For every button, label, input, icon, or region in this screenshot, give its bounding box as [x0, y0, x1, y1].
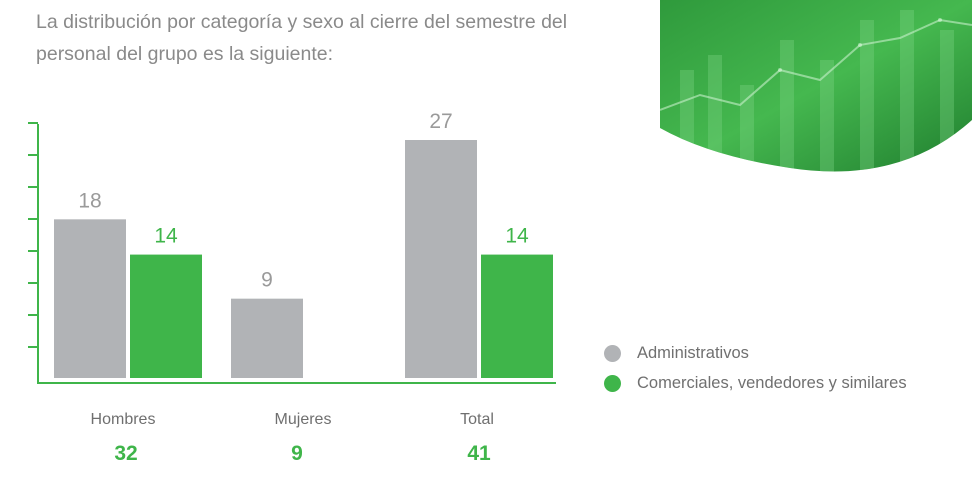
- bar-mujeres-series-0: [231, 298, 303, 378]
- intro-text: La distribución por categoría y sexo al …: [36, 11, 568, 65]
- decorative-photo-banner: [660, 0, 972, 172]
- bar-value-label: 14: [154, 225, 178, 248]
- category-total: 32: [114, 442, 137, 465]
- category-total: 41: [467, 442, 491, 465]
- legend-swatch-comerciales: [604, 374, 621, 392]
- category-total: 9: [291, 442, 303, 465]
- bar-value-label: 18: [78, 189, 101, 212]
- category-label: Hombres: [91, 411, 156, 428]
- bar-value-label: 27: [429, 110, 452, 133]
- bar-value-label: 9: [261, 269, 273, 292]
- bar-hombres-series-0: [54, 219, 126, 378]
- category-label: Mujeres: [275, 411, 332, 428]
- category-label: Total: [460, 411, 494, 428]
- chart-legend: Administrativos Comerciales, vendedores …: [604, 338, 907, 398]
- bar-value-label: 14: [505, 225, 529, 248]
- bar-hombres-series-1: [130, 254, 202, 378]
- legend-swatch-administrativos: [604, 344, 621, 362]
- legend-label-comerciales: Comerciales, vendedores y similares: [637, 373, 907, 392]
- legend-item-comerciales: Comerciales, vendedores y similares: [604, 368, 907, 398]
- bar-total-series-0: [405, 140, 477, 378]
- bar-total-series-1: [481, 254, 553, 378]
- legend-label-administrativos: Administrativos: [637, 343, 749, 362]
- legend-item-administrativos: Administrativos: [604, 338, 907, 368]
